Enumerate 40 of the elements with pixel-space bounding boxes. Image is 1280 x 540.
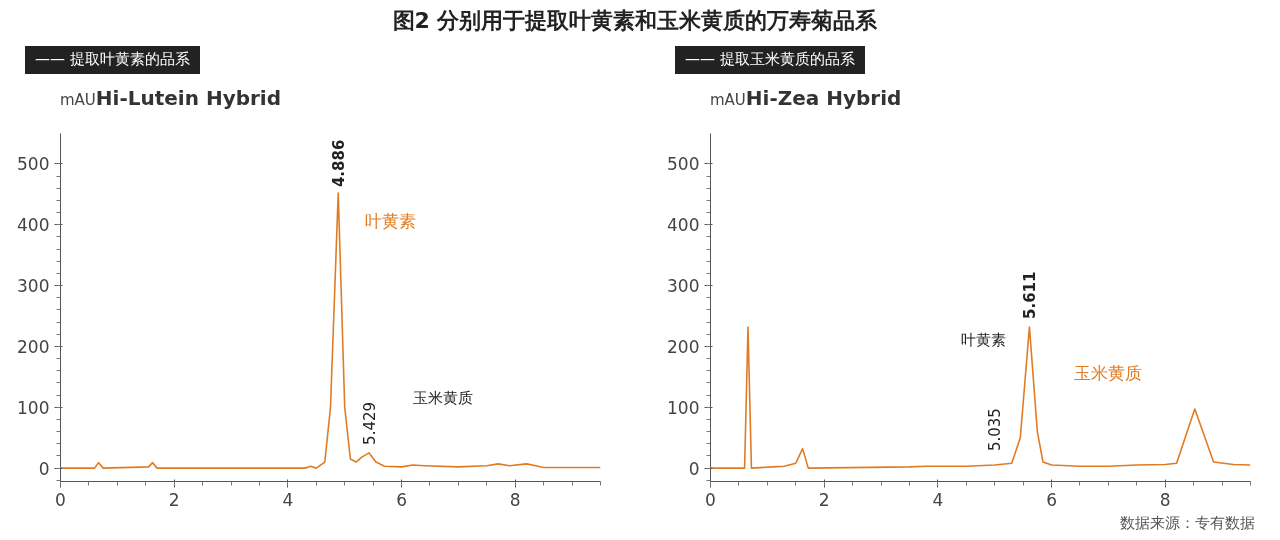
source-note: 数据来源：专有数据 — [1120, 512, 1255, 534]
y-tick-label: 300 — [17, 275, 50, 296]
y-tick-label: 200 — [17, 336, 50, 357]
x-tick-label: 8 — [509, 489, 521, 510]
x-tick-label: 4 — [932, 489, 944, 510]
x-tick-label: 6 — [396, 489, 407, 510]
annotation: 4.886 — [330, 139, 349, 187]
x-tick-label: 4 — [282, 489, 294, 510]
x-tick-label: 6 — [1046, 489, 1057, 510]
y-tick-label: 200 — [667, 336, 700, 357]
annotation: 叶黄素 — [960, 331, 1006, 350]
annotation: 5.611 — [1021, 271, 1040, 319]
annotation: 玉米黄质 — [412, 388, 473, 407]
y-tick-label: 0 — [688, 458, 700, 479]
annotation: 5.429 — [361, 401, 380, 445]
x-tick-label: 2 — [168, 489, 180, 510]
line-series — [710, 325, 1251, 469]
y-axis-title: mAU — [60, 89, 96, 111]
x-tick-label: 0 — [705, 489, 716, 510]
y-tick-label: 500 — [17, 153, 50, 174]
y-axis-title: mAU — [710, 89, 746, 111]
annotation: 5.035 — [985, 407, 1004, 451]
caption: 图2 分别用于提取叶黄素和玉米黄质的万寿菊品系 — [392, 7, 878, 35]
y-tick-label: 0 — [38, 458, 50, 479]
x-tick-label: 0 — [55, 489, 66, 510]
annotation: 叶黄素 — [364, 210, 416, 231]
y-tick-label: 400 — [17, 214, 50, 235]
y-tick-label: 500 — [667, 153, 700, 174]
y-tick-label: 400 — [667, 214, 700, 235]
chart-title: Hi-Zea Hybrid — [745, 84, 902, 112]
chart-title: Hi-Lutein Hybrid — [95, 84, 282, 112]
x-tick-label: 8 — [1159, 489, 1171, 510]
y-tick-label: 300 — [667, 275, 700, 296]
chart-subtitle: —— 提取叶黄素的品系 — [35, 49, 190, 71]
x-tick-label: 2 — [818, 489, 830, 510]
line-series — [60, 191, 601, 469]
y-tick-label: 100 — [667, 397, 700, 418]
annotation: 玉米黄质 — [1074, 362, 1143, 383]
chart-subtitle: —— 提取玉米黄质的品系 — [685, 49, 855, 71]
y-tick-label: 100 — [17, 397, 50, 418]
